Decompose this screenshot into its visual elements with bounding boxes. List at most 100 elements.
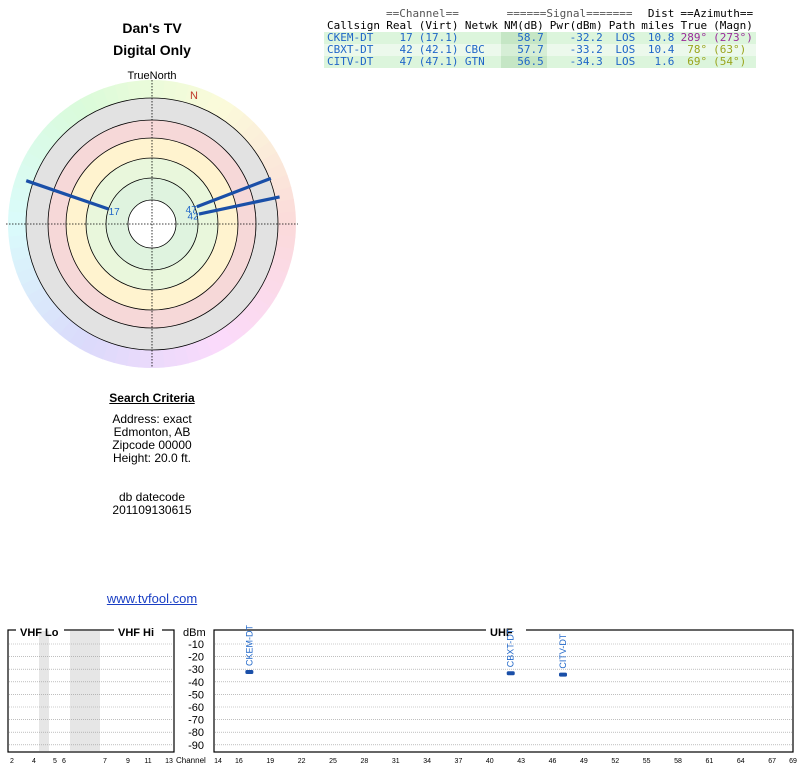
color-wheel-segment xyxy=(214,327,235,350)
color-wheel-segment xyxy=(16,162,39,181)
north-marker: N xyxy=(190,90,198,102)
color-wheel-segment xyxy=(255,141,278,162)
color-wheel-segment xyxy=(8,233,28,250)
y-tick-label: -50 xyxy=(188,689,204,701)
criteria-height: Height: 20.0 ft. xyxy=(112,451,192,465)
table-row[interactable]: CKEM-DT 17 (17.1) 58.7 -32.2 LOS 10.8 28… xyxy=(324,31,757,44)
x-tick-label: 22 xyxy=(298,758,306,765)
row-nm: 57.7 xyxy=(500,44,547,56)
x-tick-label: 37 xyxy=(455,758,463,765)
col-true: True xyxy=(680,19,708,32)
color-wheel-segment xyxy=(150,349,165,368)
color-wheel-segment xyxy=(265,267,288,286)
x-tick-label: 61 xyxy=(705,758,713,765)
x-tick-label: 2 xyxy=(10,758,14,765)
x-tick-label: 25 xyxy=(329,758,337,765)
color-wheel-segment xyxy=(49,312,72,335)
color-wheel-segment xyxy=(277,224,296,238)
color-wheel-segment xyxy=(90,337,109,360)
color-wheel-segment xyxy=(240,304,263,327)
table-row[interactable]: CBXT-DT 42 (42.1) CBC 57.7 -33.2 LOS 10.… xyxy=(324,43,757,56)
col-virt: (Virt) xyxy=(418,19,459,32)
color-wheel-segment xyxy=(161,348,178,368)
y-axis-unit: dBm xyxy=(183,627,206,639)
vhf-hi-title-gap xyxy=(114,627,162,634)
x-tick-label: 58 xyxy=(674,758,682,765)
color-wheel-segment xyxy=(241,122,264,144)
color-wheel-segment xyxy=(139,80,154,99)
color-wheel-segment xyxy=(58,319,80,342)
vhf-gap-band xyxy=(70,631,100,751)
signal-marker xyxy=(506,671,515,676)
y-tick-label: -40 xyxy=(188,677,204,689)
col-real: Real xyxy=(386,19,413,32)
station-direction-line xyxy=(196,176,272,209)
row-nm: 56.5 xyxy=(500,56,547,68)
color-wheel-segment xyxy=(275,234,296,251)
azimuth-group-header: ==Azimuth== xyxy=(680,7,754,20)
color-wheel-segment xyxy=(248,131,271,153)
y-axis-ticks: -10-20-30-40-50-60-70-80-90 xyxy=(9,639,792,752)
color-wheel-segment xyxy=(273,186,295,204)
color-wheel-segment xyxy=(26,286,49,307)
y-tick-label: -60 xyxy=(188,702,204,714)
x-tick-label: 28 xyxy=(360,758,368,765)
row-magn-az: (273°) xyxy=(713,31,753,44)
page-subtitle: Digital Only xyxy=(113,42,191,58)
page-title: Dan's TV xyxy=(122,20,182,36)
signal-callsign-label: CITV-DT xyxy=(558,633,568,669)
vhf-gap-band xyxy=(39,631,49,751)
x-tick-label: 13 xyxy=(165,758,173,765)
uhf-box xyxy=(213,629,794,753)
row-callsign[interactable]: CBXT-DT xyxy=(327,43,374,56)
color-wheel-segment xyxy=(33,295,56,317)
x-axis-ticks: 2 4 5 6 7 9 11 13 14 16 19 22 25 28 31 34 37 40 43 46 49 52 55… xyxy=(10,758,797,765)
row-path: LOS xyxy=(615,55,636,68)
color-wheel-segment xyxy=(68,326,89,349)
x-tick-label: 69 xyxy=(789,758,797,765)
color-wheel-segment xyxy=(152,80,166,99)
color-wheel-segment xyxy=(50,112,72,135)
row-miles: 10.4 xyxy=(647,43,675,56)
y-tick-label: -20 xyxy=(188,652,204,664)
spectrum-chart: VHF Lo VHF Hi UHF dBm -10-20-30-40-50-60… xyxy=(7,624,797,765)
x-tick-label: 6 xyxy=(62,758,66,765)
color-wheel-segment xyxy=(138,349,152,368)
uhf-title-gap xyxy=(486,627,526,634)
color-wheel-segment xyxy=(277,211,296,226)
color-wheel-segment xyxy=(204,333,224,356)
table-row[interactable]: CITV-DT 47 (47.1) GTN 56.5 -34.3 LOS 1.6… xyxy=(324,55,757,68)
row-virt: (47.1) xyxy=(418,55,459,68)
x-tick-label: 9 xyxy=(126,758,130,765)
spectrum-signals: CKEM-DT CBXT-DT CITV-DT xyxy=(244,624,568,677)
col-callsign: Callsign xyxy=(327,19,380,32)
channel-group-header: ==Channel== xyxy=(385,7,459,20)
row-pwr: -34.3 xyxy=(569,55,603,68)
row-miles: 1.6 xyxy=(654,55,675,68)
x-tick-label: 31 xyxy=(392,758,400,765)
row-virt: (17.1) xyxy=(418,31,459,44)
color-wheel-segment xyxy=(205,93,226,116)
x-tick-label: 67 xyxy=(768,758,776,765)
color-wheel-segment xyxy=(195,88,214,111)
row-nm: 58.7 xyxy=(500,32,547,44)
color-wheel-segment xyxy=(20,276,43,296)
color-wheel-segment xyxy=(34,130,57,152)
y-tick-label: -10 xyxy=(188,639,204,651)
color-wheel-segment xyxy=(21,150,44,171)
row-callsign[interactable]: CITV-DT xyxy=(327,55,374,68)
color-wheel-segment xyxy=(223,320,245,343)
color-wheel-segment xyxy=(80,92,100,115)
row-real: 42 xyxy=(399,43,413,56)
tvfool-link[interactable]: www.tvfool.com xyxy=(106,591,198,606)
color-wheel-segment xyxy=(261,152,284,172)
row-callsign[interactable]: CKEM-DT xyxy=(327,31,374,44)
color-wheel-segment xyxy=(69,98,90,121)
color-wheel-segment xyxy=(12,255,34,274)
polar-axes xyxy=(6,80,298,368)
color-wheel-segment xyxy=(270,174,292,193)
x-tick-label: 43 xyxy=(517,758,525,765)
station-table: ==Channel== ======Signal======= Dist ==A… xyxy=(324,7,757,68)
criteria-zipcode: Zipcode 00000 xyxy=(112,438,192,452)
